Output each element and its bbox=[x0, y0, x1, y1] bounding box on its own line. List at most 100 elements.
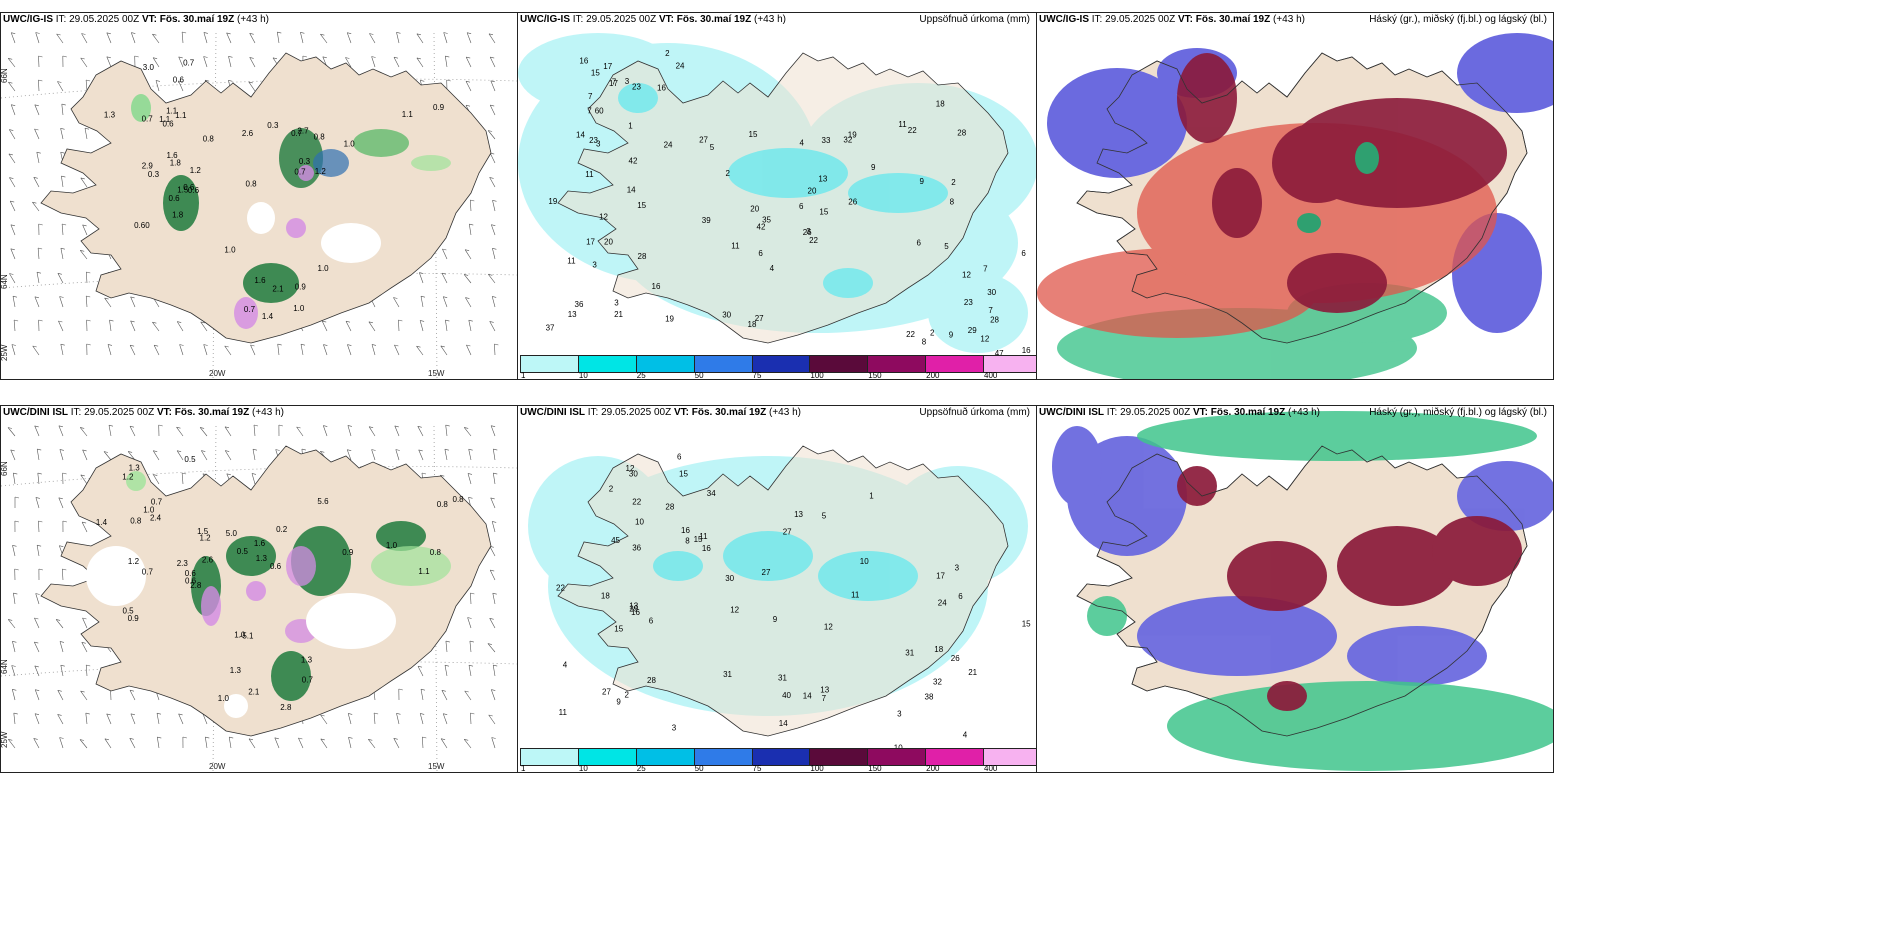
wind-barb bbox=[320, 714, 328, 725]
wind-barb bbox=[9, 177, 16, 188]
wind-barb bbox=[470, 592, 472, 605]
wind-barb-tick bbox=[417, 665, 423, 668]
wind-barb bbox=[34, 296, 40, 308]
vt-value: Fös. 30.maí 19Z bbox=[676, 14, 752, 25]
wind-barb-tick bbox=[464, 427, 469, 429]
value-label: 3 bbox=[596, 140, 601, 149]
wind-barb-tick bbox=[468, 497, 473, 499]
value-label: 21 bbox=[968, 668, 977, 677]
colorbar-tick: 150 bbox=[868, 371, 882, 380]
wind-barb-tick bbox=[57, 81, 62, 83]
wind-barb bbox=[489, 56, 496, 68]
wind-barb bbox=[488, 714, 496, 725]
wind-barb-tick bbox=[296, 426, 301, 429]
wind-barb bbox=[7, 58, 16, 68]
wind-barb bbox=[61, 223, 64, 236]
wind-barb-tick bbox=[490, 104, 495, 107]
wind-barb-tick bbox=[8, 619, 13, 621]
value-label: 3 bbox=[955, 563, 960, 572]
wind-barb bbox=[493, 449, 496, 461]
value-label: 0.8 bbox=[246, 180, 258, 189]
wind-barb bbox=[395, 449, 400, 461]
value-label: 0.7 bbox=[183, 59, 195, 68]
wind-barb-tick bbox=[12, 641, 17, 643]
precip-blobs bbox=[86, 471, 451, 718]
wind-barb bbox=[444, 449, 448, 461]
wind-barb bbox=[489, 321, 496, 332]
value-label: 11 bbox=[898, 120, 907, 129]
wind-barb bbox=[156, 713, 160, 725]
value-label: 1.3 bbox=[104, 111, 116, 120]
value-label: 0.5 bbox=[184, 455, 196, 464]
value-label: 12 bbox=[626, 464, 635, 473]
wind-barb-tick bbox=[35, 689, 40, 691]
wind-barb-tick bbox=[445, 640, 450, 643]
value-label: 1.2 bbox=[200, 533, 212, 542]
model-name: UWC/IG-IS bbox=[3, 14, 53, 25]
wind-barb bbox=[81, 33, 88, 44]
wind-barb bbox=[57, 81, 64, 92]
wind-barb bbox=[79, 739, 88, 749]
value-label: 7 bbox=[588, 92, 593, 101]
wind-barb-tick bbox=[107, 344, 113, 346]
wind-barb-tick bbox=[38, 247, 43, 250]
wind-barb-tick bbox=[57, 714, 62, 716]
colorbar-segment: 150 bbox=[867, 748, 926, 772]
wind-barb bbox=[10, 104, 16, 116]
wind-barb-tick bbox=[9, 129, 14, 131]
value-label: 1.0 bbox=[386, 541, 398, 550]
wind-barb-tick bbox=[274, 737, 279, 740]
colorbar-segment: 100 bbox=[809, 748, 868, 772]
wind-barb bbox=[488, 274, 496, 284]
wind-barb-tick bbox=[396, 32, 401, 34]
colorbar-segment: 1 bbox=[520, 355, 578, 379]
colorbar-tick: 10 bbox=[578, 371, 588, 380]
wind-barb-tick bbox=[12, 295, 18, 298]
wind-barb-tick bbox=[86, 79, 91, 82]
value-label: 27 bbox=[783, 528, 792, 537]
wind-barb bbox=[393, 738, 400, 749]
wind-barb bbox=[492, 665, 496, 677]
wind-barb bbox=[85, 295, 88, 308]
colorbar-tick: 400 bbox=[984, 764, 998, 773]
wind-barb-tick bbox=[153, 474, 158, 476]
wind-barb bbox=[32, 202, 40, 212]
value-label: 26 bbox=[803, 228, 812, 237]
wind-barb bbox=[179, 344, 184, 356]
wind-barb-tick bbox=[182, 736, 187, 739]
wind-barb-tick bbox=[131, 32, 136, 34]
wind-barb-tick bbox=[9, 273, 14, 275]
value-label: 20 bbox=[604, 237, 613, 246]
wind-barb-tick bbox=[489, 618, 494, 620]
wind-barb-tick bbox=[226, 32, 231, 35]
wind-barb-tick bbox=[323, 344, 328, 346]
value-label: 14 bbox=[576, 131, 585, 140]
it-label: IT: bbox=[572, 14, 584, 25]
value-label: 1.2 bbox=[315, 167, 327, 176]
wind-barb bbox=[468, 665, 472, 677]
colorbar-segment: 400 bbox=[983, 355, 1036, 379]
value-label: 4 bbox=[770, 264, 775, 273]
panel-header: UWC/DINI ISL IT: 29.05.2025 00Z VT: Fös.… bbox=[1039, 407, 1320, 418]
wind-barb bbox=[13, 319, 16, 332]
wind-barb bbox=[106, 56, 112, 68]
wind-barb-tick bbox=[62, 520, 67, 523]
wind-barb-tick bbox=[491, 425, 496, 427]
wind-barb bbox=[130, 320, 136, 332]
wind-barb bbox=[34, 104, 40, 116]
wind-barb bbox=[467, 473, 472, 485]
wind-barb-tick bbox=[396, 713, 401, 715]
wind-barb-tick bbox=[490, 80, 495, 83]
wind-barb-tick bbox=[347, 449, 352, 451]
wind-barb-tick bbox=[470, 592, 475, 595]
panel-header: UWC/DINI ISL IT: 29.05.2025 00Z VT: Fös.… bbox=[3, 407, 284, 418]
wind-barb-tick bbox=[416, 57, 421, 60]
wind-barb-tick bbox=[108, 424, 114, 427]
wind-barb bbox=[470, 199, 472, 212]
wind-barb-tick bbox=[130, 713, 135, 716]
wind-barb-tick bbox=[445, 424, 450, 427]
colorbar-tick: 25 bbox=[636, 764, 646, 773]
wind-barb-tick bbox=[79, 739, 85, 741]
wind-barb bbox=[368, 321, 376, 332]
wind-barb bbox=[443, 32, 448, 44]
